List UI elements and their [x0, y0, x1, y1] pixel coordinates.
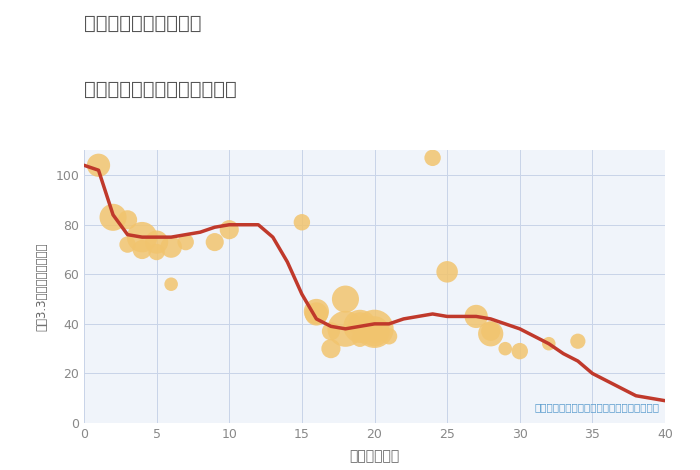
Point	[136, 234, 148, 241]
Point	[354, 322, 365, 330]
Point	[122, 241, 133, 248]
Point	[180, 238, 191, 246]
Point	[543, 340, 554, 347]
Text: 埼玉県東松山市白山台: 埼玉県東松山市白山台	[84, 14, 202, 33]
Point	[151, 238, 162, 246]
Point	[326, 328, 337, 335]
Point	[296, 219, 307, 226]
Point	[93, 162, 104, 169]
Point	[427, 154, 438, 162]
Point	[311, 308, 322, 315]
Point	[485, 328, 496, 335]
Point	[209, 238, 220, 246]
Point	[311, 310, 322, 318]
Text: 築年数別中古マンション価格: 築年数別中古マンション価格	[84, 80, 237, 99]
Point	[369, 328, 380, 335]
X-axis label: 築年数（年）: 築年数（年）	[349, 449, 400, 463]
Point	[485, 330, 496, 337]
Point	[514, 347, 525, 355]
Point	[500, 345, 511, 352]
Point	[369, 325, 380, 333]
Point	[165, 243, 176, 251]
Point	[122, 216, 133, 224]
Point	[108, 213, 119, 221]
Point	[354, 320, 365, 328]
Y-axis label: 坪（3.3㎡）単価（万円）: 坪（3.3㎡）単価（万円）	[35, 243, 48, 331]
Point	[151, 248, 162, 256]
Point	[224, 226, 235, 234]
Point	[442, 268, 453, 275]
Point	[136, 246, 148, 253]
Point	[470, 313, 482, 320]
Point	[340, 295, 351, 303]
Point	[384, 332, 395, 340]
Point	[573, 337, 584, 345]
Point	[326, 345, 337, 352]
Point	[369, 330, 380, 337]
Point	[165, 281, 176, 288]
Text: 円の大きさは、取引のあった物件面積を示す: 円の大きさは、取引のあった物件面積を示す	[534, 402, 659, 412]
Point	[354, 335, 365, 343]
Point	[340, 325, 351, 333]
